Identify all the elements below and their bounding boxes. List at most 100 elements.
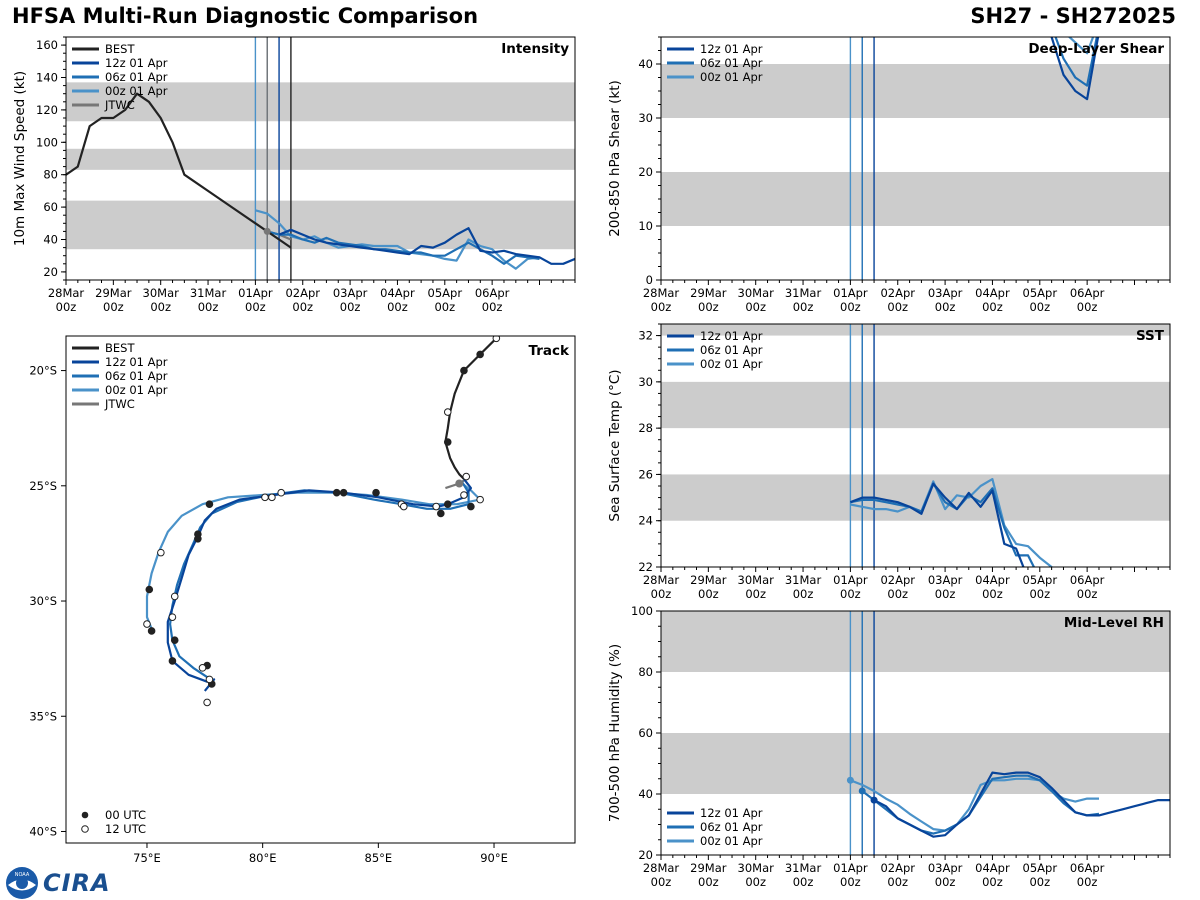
legend-marker-12utc	[81, 825, 89, 833]
plot-area	[661, 37, 1170, 280]
track-marker-12utc	[432, 502, 440, 511]
x-tick-label: 00z	[887, 300, 908, 314]
series-line-best	[66, 92, 292, 249]
panel-title: Mid-Level RH	[1064, 615, 1164, 631]
track-marker-00utc	[460, 366, 468, 375]
x-tick-label: 00z	[935, 587, 956, 601]
x-tick-label: 75°E	[133, 851, 161, 865]
track-marker-12utc	[399, 502, 408, 511]
track-marker-12utc	[168, 613, 177, 621]
plot-area	[143, 336, 501, 707]
y-tick-label: 160	[36, 38, 58, 52]
y-tick-label: 28	[638, 421, 653, 435]
logo: NOAA CIRA	[5, 866, 111, 900]
legend-label: 06z 01 Apr	[700, 820, 763, 834]
series-line-00z-01-apr	[1067, 37, 1095, 55]
panel-shear: 28Mar00z29Mar00z30Mar00z31Mar00z01Apr00z…	[607, 36, 1171, 314]
legend-label: 06z 01 Apr	[105, 70, 168, 84]
track-marker-00utc	[170, 636, 179, 645]
x-tick-label: 00z	[103, 300, 124, 314]
y-tick-label: 30	[638, 375, 653, 389]
track-marker-12utc	[157, 548, 165, 557]
y-axis-label: 200-850 hPa Shear (kt)	[607, 80, 623, 237]
plot-area	[661, 324, 1170, 567]
legend-label: 00z 01 Apr	[700, 70, 763, 84]
plot-frame	[660, 323, 1171, 568]
x-tick-label: 00z	[887, 875, 908, 889]
x-tick-label: 00z	[434, 300, 455, 314]
track-marker-00utc	[147, 627, 156, 635]
track-line-00z-01-apr	[145, 480, 482, 630]
panel-title: Intensity	[501, 41, 569, 57]
x-tick-label: 31Mar	[785, 861, 822, 875]
x-tick-label: 02Apr	[285, 286, 320, 300]
track-marker-12utc	[462, 472, 471, 481]
legend-label: 00z 01 Apr	[700, 834, 763, 848]
x-tick-label: 04Apr	[380, 286, 415, 300]
x-tick-label: 01Apr	[833, 573, 868, 587]
threshold-band	[661, 64, 1170, 118]
x-tick-label: 00z	[840, 587, 861, 601]
figure-title: HFSA Multi-Run Diagnostic Comparison	[12, 4, 479, 28]
track-marker-00utc	[443, 438, 452, 446]
x-tick-label: 28Mar	[643, 861, 680, 875]
series-start-point	[870, 796, 878, 804]
y-tick-label: 0	[646, 273, 653, 287]
x-tick-label: 30Mar	[143, 286, 180, 300]
x-tick-label: 06Apr	[475, 286, 510, 300]
track-marker-12utc	[277, 488, 285, 497]
legend-label: 12z 01 Apr	[105, 56, 168, 70]
legend-label: BEST	[105, 42, 135, 56]
x-tick-label: 00z	[698, 300, 719, 314]
x-tick-label: 03Apr	[928, 573, 963, 587]
y-tick-label: 20	[638, 848, 653, 862]
x-tick-label: 00z	[340, 300, 361, 314]
y-tick-label: 22	[638, 560, 653, 574]
x-tick-label: 30Mar	[738, 286, 775, 300]
series-line-12z-01-apr	[873, 771, 1170, 838]
x-tick-label: 30Mar	[738, 861, 775, 875]
panel-title: Deep-Layer Shear	[1028, 41, 1164, 57]
y-tick-label: 25°S	[29, 479, 57, 493]
threshold-band	[661, 324, 1170, 336]
track-marker-12utc	[492, 336, 501, 343]
x-tick-label: 02Apr	[880, 573, 915, 587]
threshold-band	[661, 474, 1170, 521]
y-tick-label: 80	[638, 665, 653, 679]
y-tick-label: 24	[638, 514, 653, 528]
x-tick-label: 00z	[745, 300, 766, 314]
x-tick-label: 00z	[651, 587, 672, 601]
y-tick-label: 120	[36, 103, 58, 117]
x-tick-label: 03Apr	[333, 286, 368, 300]
y-tick-label: 26	[638, 467, 653, 481]
jtwc-position	[455, 479, 464, 488]
track-marker-00utc	[372, 488, 380, 497]
x-tick-label: 04Apr	[975, 286, 1010, 300]
y-tick-label: 40°S	[29, 824, 57, 838]
y-tick-label: 35°S	[29, 709, 57, 723]
x-tick-label: 00z	[840, 300, 861, 314]
track-marker-12utc	[198, 664, 207, 672]
x-tick-label: 00z	[793, 587, 814, 601]
y-tick-label: 20	[43, 265, 58, 279]
legend-label: 00z 01 Apr	[105, 84, 168, 98]
x-tick-label: 00z	[840, 875, 861, 889]
x-tick-label: 00z	[56, 300, 77, 314]
x-tick-label: 00z	[387, 300, 408, 314]
x-tick-label: 00z	[651, 300, 672, 314]
x-tick-label: 00z	[698, 875, 719, 889]
x-tick-label: 00z	[1029, 300, 1050, 314]
y-axis-label: Sea Surface Temp (°C)	[607, 369, 623, 521]
series-line-12z-01-apr	[850, 482, 1025, 567]
x-tick-label: 04Apr	[975, 861, 1010, 875]
track-marker-12utc	[476, 495, 484, 504]
track-marker-00utc	[476, 350, 484, 359]
track-line-12z-01-apr	[166, 478, 472, 692]
x-tick-label: 28Mar	[48, 286, 85, 300]
track-marker-00utc	[467, 502, 475, 511]
x-tick-label: 06Apr	[1070, 861, 1105, 875]
